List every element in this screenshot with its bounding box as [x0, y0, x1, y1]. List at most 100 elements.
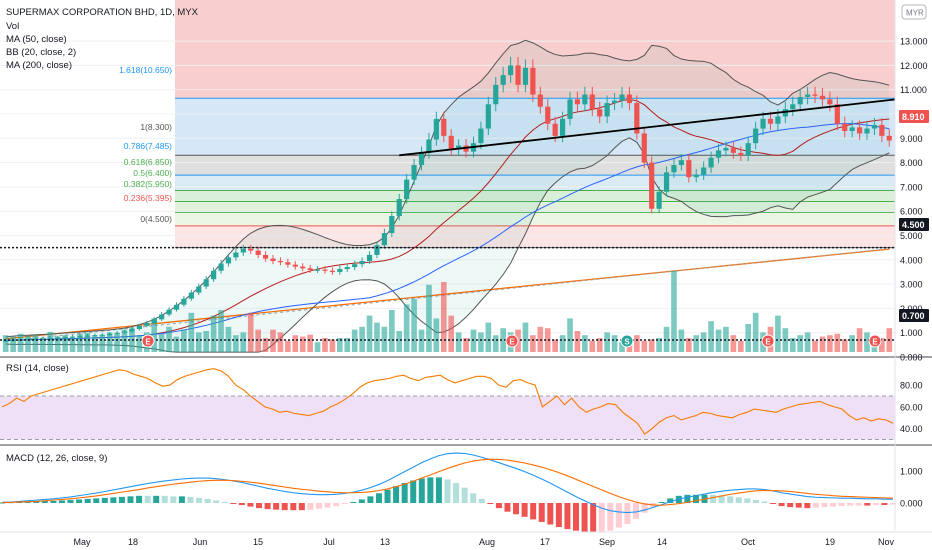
- volume-bar: [485, 322, 492, 352]
- bb-fill: [5, 40, 890, 353]
- volume-bar: [470, 329, 477, 352]
- volume-bar: [856, 328, 863, 352]
- volume-bar: [463, 338, 469, 352]
- candle-body: [211, 270, 217, 280]
- legend-vol: Vol: [6, 21, 19, 32]
- fib-zone-0: [175, 98, 895, 156]
- fib-zone-5: [175, 212, 895, 226]
- trend-line: [399, 98, 896, 157]
- volume-bar: [84, 332, 91, 352]
- candle-body: [381, 233, 387, 246]
- volume-bar: [69, 338, 76, 352]
- candle-body: [879, 124, 885, 136]
- candle-body: [396, 199, 402, 217]
- macd-histogram-bar: [375, 493, 382, 503]
- macd-histogram-bar: [864, 503, 871, 506]
- volume-bar: [188, 312, 195, 352]
- price-tag-last: 8.910: [899, 110, 929, 123]
- volume-bar: [218, 310, 224, 352]
- candle-body: [129, 329, 135, 332]
- currency-badge[interactable]: [901, 4, 927, 20]
- candle-body: [285, 262, 291, 265]
- volume-bar: [819, 336, 826, 352]
- macd-histogram-bar: [744, 498, 751, 503]
- candle-body: [181, 298, 187, 305]
- macd-histogram-bar: [101, 497, 108, 503]
- volume-bar: [455, 332, 462, 352]
- fib-label-1: 1(8.300): [140, 122, 172, 132]
- volume-bar: [17, 333, 24, 352]
- macd-label: MACD (12, 26, close, 9): [6, 453, 107, 464]
- candle-body: [589, 94, 595, 110]
- candle-body: [819, 95, 826, 100]
- macd-histogram-bar: [84, 498, 91, 503]
- macd-histogram-bar: [247, 503, 254, 507]
- candle-body: [218, 263, 224, 271]
- fib-label-0786: 0.786(7.485): [124, 141, 172, 151]
- volume-bar: [648, 339, 655, 352]
- candle-body: [671, 165, 677, 173]
- macd-histogram-bar: [324, 503, 331, 508]
- price-tick-label: 7.000: [900, 182, 923, 192]
- candle-body: [782, 109, 788, 117]
- macd-histogram-bar: [821, 503, 828, 508]
- macd-histogram-bar: [264, 503, 271, 510]
- volume-bar: [91, 336, 98, 352]
- candle-body: [159, 314, 165, 320]
- fib-label-0382: 0.382(5.950): [124, 179, 172, 189]
- volume-bar: [411, 298, 417, 352]
- volume-bar: [329, 339, 336, 352]
- macd-tick-label: 0.000: [900, 499, 923, 509]
- macd-histogram-bar: [127, 496, 134, 503]
- x-tick-label: Sep: [599, 537, 615, 547]
- volume-bar: [2, 335, 9, 352]
- macd-histogram-bar: [461, 487, 468, 503]
- volume-bar: [403, 304, 410, 352]
- candle-body: [649, 162, 655, 209]
- fib-label-0236: 0.236(5.395): [124, 193, 172, 203]
- candle-body: [715, 150, 722, 158]
- macd-histogram-bar: [470, 493, 477, 503]
- macd-histogram-bar: [804, 503, 811, 509]
- candle-body: [121, 331, 128, 333]
- x-tick-label: 15: [253, 537, 263, 547]
- macd-histogram-bar: [221, 501, 228, 503]
- volume-bar: [582, 335, 588, 352]
- candle-body: [248, 248, 254, 251]
- volume-bar: [685, 338, 692, 352]
- price-tag-4500: 4.500: [899, 218, 929, 231]
- volume-bar: [121, 329, 128, 352]
- macd-histogram-bar: [136, 495, 143, 503]
- candle-body: [77, 336, 83, 338]
- volume-bar: [544, 328, 551, 352]
- volume-bar: [775, 315, 781, 352]
- candle-body: [708, 157, 714, 168]
- x-tick-label: Oct: [741, 537, 756, 547]
- x-tick-label: 19: [825, 537, 835, 547]
- macd-histogram-bar: [67, 499, 74, 503]
- candle-body: [196, 286, 202, 293]
- rsi-tick-label: 80.00: [900, 381, 923, 391]
- candle-body: [522, 67, 529, 85]
- event-marker-circle: [761, 334, 775, 348]
- candle-body: [389, 216, 395, 234]
- price-tick-label: 5.000: [900, 231, 923, 241]
- volume-bar: [708, 321, 714, 352]
- price-tick-label: 9.000: [900, 134, 923, 144]
- candle-body: [842, 123, 848, 132]
- macd-histogram-bar: [478, 498, 485, 503]
- macd-histogram-bar: [7, 502, 14, 504]
- candle-body: [3, 340, 9, 342]
- candle-body: [359, 261, 365, 265]
- candle-body: [678, 160, 684, 166]
- candle-body: [663, 172, 670, 192]
- svg-text:4.500: 4.500: [902, 220, 925, 230]
- volume-bar: [195, 332, 202, 352]
- macd-histogram-bar: [161, 495, 168, 503]
- volume-bar: [864, 332, 870, 352]
- candle-body: [552, 123, 558, 136]
- candle-body: [433, 118, 439, 140]
- candle-body: [344, 267, 350, 270]
- macd-histogram-bar: [290, 503, 297, 511]
- candle-body: [418, 152, 425, 166]
